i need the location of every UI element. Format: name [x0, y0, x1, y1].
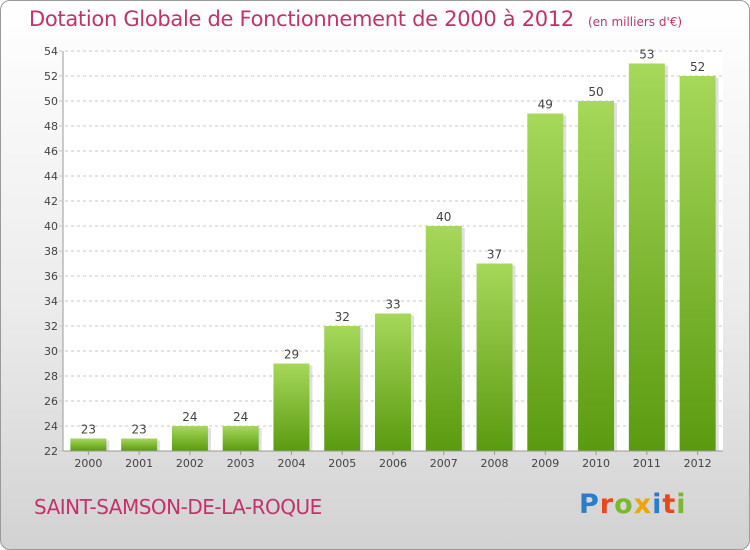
y-tick-label: 38: [44, 245, 58, 258]
y-tick-label: 32: [44, 320, 58, 333]
bar-value-label: 24: [233, 410, 248, 424]
bar-value-label: 24: [182, 410, 197, 424]
y-tick-label: 40: [44, 220, 58, 233]
y-tick-label: 34: [44, 295, 58, 308]
bar-2011[interactable]: [628, 63, 665, 452]
bar-value-label: 29: [284, 348, 299, 362]
chart-title: Dotation Globale de Fonctionnement de 20…: [29, 7, 682, 31]
bar-2006[interactable]: [375, 313, 411, 452]
bar-2003[interactable]: [222, 426, 259, 451]
bar-2009[interactable]: [527, 113, 564, 452]
bar-value-label: 52: [690, 60, 705, 74]
bar-2000[interactable]: [70, 438, 107, 452]
logo-letter: r: [599, 489, 615, 520]
bar-2012[interactable]: [679, 76, 716, 451]
y-tick-label: 52: [44, 70, 58, 83]
y-tick-label: 24: [44, 420, 58, 433]
bar-value-label: 23: [81, 423, 96, 437]
logo-letter: P: [579, 489, 600, 520]
bar-2008[interactable]: [476, 263, 513, 452]
bar-value-label: 40: [436, 210, 451, 224]
x-tick-label: 2003: [227, 457, 255, 470]
logo-letter: t: [662, 489, 677, 520]
bar-value-label: 37: [487, 248, 502, 262]
bar-2001[interactable]: [121, 438, 158, 452]
y-tick-label: 42: [44, 195, 58, 208]
bar-value-label: 53: [639, 48, 654, 62]
y-tick-label: 44: [44, 170, 58, 183]
bar-value-label: 23: [132, 423, 147, 437]
x-tick-label: 2001: [125, 457, 153, 470]
x-tick-label: 2005: [328, 457, 356, 470]
proxiti-logo[interactable]: Proxiti: [579, 489, 687, 520]
y-tick-label: 36: [44, 270, 58, 283]
x-tick-label: 2012: [684, 457, 712, 470]
y-tick-label: 50: [44, 95, 58, 108]
bar-value-label: 32: [335, 310, 350, 324]
y-tick-label: 54: [44, 45, 58, 58]
bar-2002[interactable]: [171, 426, 208, 451]
y-tick-label: 22: [44, 445, 58, 458]
x-tick-label: 2007: [430, 457, 458, 470]
logo-letter: x: [633, 489, 653, 520]
bar-value-label: 50: [588, 85, 603, 99]
bar-2007[interactable]: [425, 226, 462, 451]
chart-title-text: Dotation Globale de Fonctionnement de 20…: [29, 7, 574, 31]
logo-letter: o: [614, 489, 634, 520]
y-tick-label: 30: [44, 345, 58, 358]
x-tick-label: 2008: [481, 457, 509, 470]
bar-2004[interactable]: [273, 363, 310, 452]
axes: 22 24 26 28 30 32 34 36 38 40 42 44 46 48 50 52 54 2000 20…: [44, 45, 723, 470]
x-tick-label: 2004: [277, 457, 305, 470]
y-tick-label: 46: [44, 145, 58, 158]
commune-name: SAINT-SAMSON-DE-LA-ROQUE: [34, 495, 322, 519]
x-tick-label: 2010: [582, 457, 610, 470]
y-tick-label: 28: [44, 370, 58, 383]
x-tick-label: 2006: [379, 457, 407, 470]
x-tick-label: 2002: [176, 457, 204, 470]
chart-subtitle: (en milliers d'€): [587, 15, 683, 29]
logo-letter: i: [676, 489, 687, 520]
bar-value-label: 33: [385, 298, 400, 312]
bars: 23 23 24 24 29 32 33 40 37 49 50 53 52: [70, 48, 719, 452]
bar-2005[interactable]: [324, 326, 361, 451]
x-tick-label: 2009: [531, 457, 559, 470]
bar-2010[interactable]: [578, 101, 615, 451]
x-tick-label: 2011: [633, 457, 661, 470]
logo-letter: i: [652, 489, 663, 520]
y-tick-label: 26: [44, 395, 58, 408]
x-tick-label: 2000: [74, 457, 102, 470]
bar-value-label: 49: [538, 98, 553, 112]
y-tick-label: 48: [44, 120, 58, 133]
